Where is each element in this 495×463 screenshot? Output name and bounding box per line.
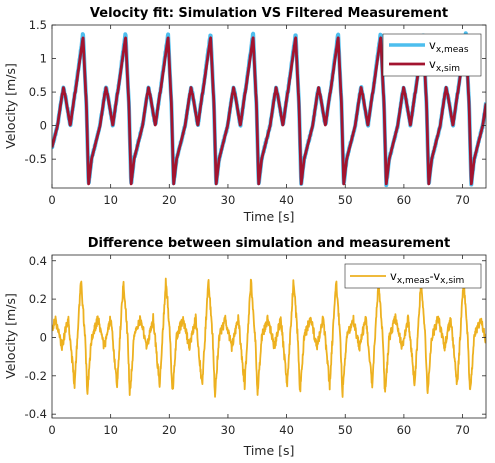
y-tick-label: 0.4: [29, 254, 47, 268]
x-tick-label: 50: [338, 423, 353, 437]
chart-title: Velocity fit: Simulation VS Filtered Mea…: [90, 6, 448, 21]
x-axis-label: Time [s]: [243, 209, 295, 224]
y-tick-label: 0: [40, 330, 47, 344]
y-tick-label: -0.5: [25, 152, 47, 166]
y-axis-label: Velocity [m/s]: [3, 63, 18, 149]
legend-entry-diff: vx,meas-vx,sim: [390, 269, 464, 286]
x-tick-label: 70: [455, 423, 470, 437]
x-tick-label: 70: [455, 193, 470, 207]
x-tick-label: 10: [103, 423, 118, 437]
plot-box: [51, 254, 487, 419]
difference-chart: Difference between simulation and measur…: [3, 236, 487, 458]
y-tick-label: 1.5: [29, 18, 47, 32]
x-tick-label: 0: [48, 423, 55, 437]
y-axis-label: Velocity [m/s]: [3, 293, 18, 379]
x-tick-label: 10: [103, 193, 118, 207]
chart-title: Difference between simulation and measur…: [88, 236, 451, 251]
y-tick-label: 0.5: [29, 85, 47, 99]
plot-box: [51, 24, 487, 189]
series-line-0: [52, 277, 486, 398]
legend-entry-sim: vx,sim: [429, 57, 460, 74]
series-line-1: [52, 36, 486, 186]
legend-box: [382, 33, 482, 77]
legend: vx,meas-vx,sim: [344, 263, 482, 289]
x-tick-label: 0: [48, 193, 55, 207]
legend: vx,meas vx,sim: [382, 33, 482, 77]
legend-entry-meas: vx,meas: [429, 38, 469, 55]
x-axis-label: Time [s]: [243, 443, 295, 458]
y-tick-label: 0.2: [29, 292, 47, 306]
axis-ticks: 0 10 20 30 40 50 60 70 -0.5 0 0.5 1 1.5: [25, 18, 486, 207]
axis-ticks: 0 10 20 30 40 50 60 70 -0.4 -0.2 0 0.2 0.4: [25, 254, 486, 437]
series-lines: [52, 31, 486, 188]
y-tick-label: 1: [40, 52, 47, 66]
velocity-fit-chart: Velocity fit: Simulation VS Filtered Mea…: [3, 6, 487, 224]
x-tick-label: 60: [397, 423, 412, 437]
series-lines: [52, 277, 486, 398]
y-tick-label: -0.4: [25, 407, 47, 421]
y-tick-label: 0: [40, 119, 47, 133]
x-tick-label: 50: [338, 193, 353, 207]
x-tick-label: 40: [279, 193, 294, 207]
x-tick-label: 60: [397, 193, 412, 207]
x-tick-label: 20: [162, 423, 177, 437]
x-tick-label: 30: [221, 193, 236, 207]
x-tick-label: 20: [162, 193, 177, 207]
x-tick-label: 30: [221, 423, 236, 437]
y-tick-label: -0.2: [25, 369, 47, 383]
x-tick-label: 40: [279, 423, 294, 437]
